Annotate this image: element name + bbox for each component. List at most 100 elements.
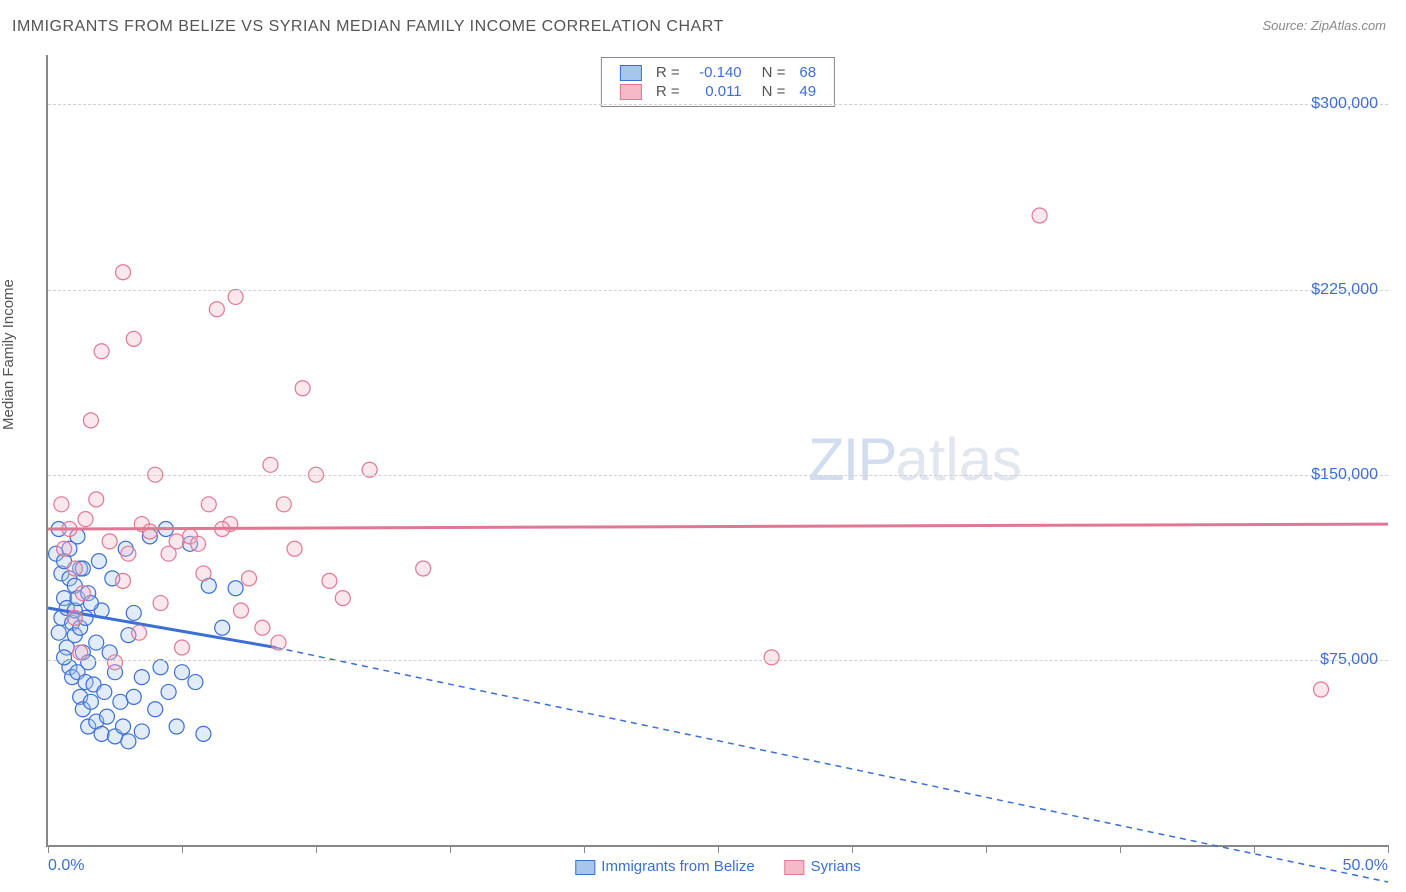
legend-n-value: 68 <box>793 64 822 81</box>
data-point <box>134 724 149 739</box>
legend-r-label: R = <box>650 64 686 81</box>
x-tick <box>1254 845 1255 853</box>
legend-series-item: Immigrants from Belize <box>575 858 754 875</box>
x-tick <box>182 845 183 853</box>
data-point <box>276 497 291 512</box>
data-point <box>91 554 106 569</box>
data-point <box>416 561 431 576</box>
data-point <box>1314 682 1329 697</box>
data-point <box>75 586 90 601</box>
data-point <box>242 571 257 586</box>
data-point <box>233 603 248 618</box>
y-tick-label: $75,000 <box>1320 651 1378 669</box>
legend-swatch <box>620 84 642 100</box>
chart-title: IMMIGRANTS FROM BELIZE VS SYRIAN MEDIAN … <box>12 18 724 36</box>
data-point <box>97 684 112 699</box>
legend-r-value: -0.140 <box>688 64 748 81</box>
x-tick <box>852 845 853 853</box>
data-point <box>161 684 176 699</box>
y-tick-label: $150,000 <box>1311 466 1378 484</box>
data-point <box>126 331 141 346</box>
data-point <box>196 726 211 741</box>
data-point <box>102 534 117 549</box>
data-point <box>116 573 131 588</box>
legend-series-label: Immigrants from Belize <box>601 858 754 875</box>
data-point <box>335 591 350 606</box>
legend-correlation-row: R =-0.140N =68 <box>614 64 822 81</box>
data-point <box>175 665 190 680</box>
data-point <box>113 694 128 709</box>
gridline-horizontal <box>48 290 1388 291</box>
legend-correlation-box: R =-0.140N =68R =0.011N =49 <box>601 57 835 107</box>
x-end-label: 50.0% <box>1343 857 1388 875</box>
x-tick <box>584 845 585 853</box>
data-point <box>132 625 147 640</box>
legend-series-label: Syrians <box>811 858 861 875</box>
data-point <box>228 289 243 304</box>
legend-series-item: Syrians <box>785 858 861 875</box>
data-point <box>89 492 104 507</box>
data-point <box>78 512 93 527</box>
data-point <box>764 650 779 665</box>
data-point <box>116 265 131 280</box>
data-point <box>51 625 66 640</box>
data-point <box>126 689 141 704</box>
data-point <box>255 620 270 635</box>
data-point <box>1032 208 1047 223</box>
data-point <box>153 660 168 675</box>
legend-r-value: 0.011 <box>688 83 748 100</box>
y-tick-label: $300,000 <box>1311 95 1378 113</box>
legend-correlation-table: R =-0.140N =68R =0.011N =49 <box>612 62 824 102</box>
data-point <box>287 541 302 556</box>
x-tick <box>1120 845 1121 853</box>
data-point <box>148 702 163 717</box>
scatter-svg <box>48 55 1388 845</box>
x-tick <box>48 845 49 853</box>
data-point <box>89 635 104 650</box>
data-point <box>169 534 184 549</box>
x-tick <box>1388 845 1389 853</box>
data-point <box>108 655 123 670</box>
data-point <box>295 381 310 396</box>
x-tick <box>316 845 317 853</box>
x-tick <box>986 845 987 853</box>
source-label: Source: ZipAtlas.com <box>1262 18 1386 33</box>
data-point <box>94 726 109 741</box>
data-point <box>263 457 278 472</box>
regression-line <box>48 524 1388 529</box>
data-point <box>67 561 82 576</box>
data-point <box>188 675 203 690</box>
legend-n-label: N = <box>750 83 792 100</box>
legend-n-label: N = <box>750 64 792 81</box>
data-point <box>67 610 82 625</box>
data-point <box>116 719 131 734</box>
data-point <box>169 719 184 734</box>
data-point <box>201 497 216 512</box>
data-point <box>134 670 149 685</box>
chart-plot-area: ZIPatlas R =-0.140N =68R =0.011N =49 Imm… <box>46 55 1388 847</box>
legend-n-value: 49 <box>793 83 822 100</box>
data-point <box>153 596 168 611</box>
regression-extrapolation <box>276 648 1388 883</box>
gridline-horizontal <box>48 660 1388 661</box>
legend-correlation-row: R =0.011N =49 <box>614 83 822 100</box>
y-axis-label: Median Family Income <box>0 279 17 430</box>
data-point <box>94 344 109 359</box>
gridline-horizontal <box>48 475 1388 476</box>
data-point <box>228 581 243 596</box>
data-point <box>322 573 337 588</box>
data-point <box>215 620 230 635</box>
legend-swatch <box>575 860 595 875</box>
legend-r-label: R = <box>650 83 686 100</box>
data-point <box>142 524 157 539</box>
y-tick-label: $225,000 <box>1311 281 1378 299</box>
data-point <box>209 302 224 317</box>
data-point <box>191 536 206 551</box>
data-point <box>57 541 72 556</box>
x-start-label: 0.0% <box>48 857 84 875</box>
data-point <box>54 497 69 512</box>
legend-swatch <box>620 65 642 81</box>
data-point <box>175 640 190 655</box>
data-point <box>99 709 114 724</box>
x-tick <box>718 845 719 853</box>
